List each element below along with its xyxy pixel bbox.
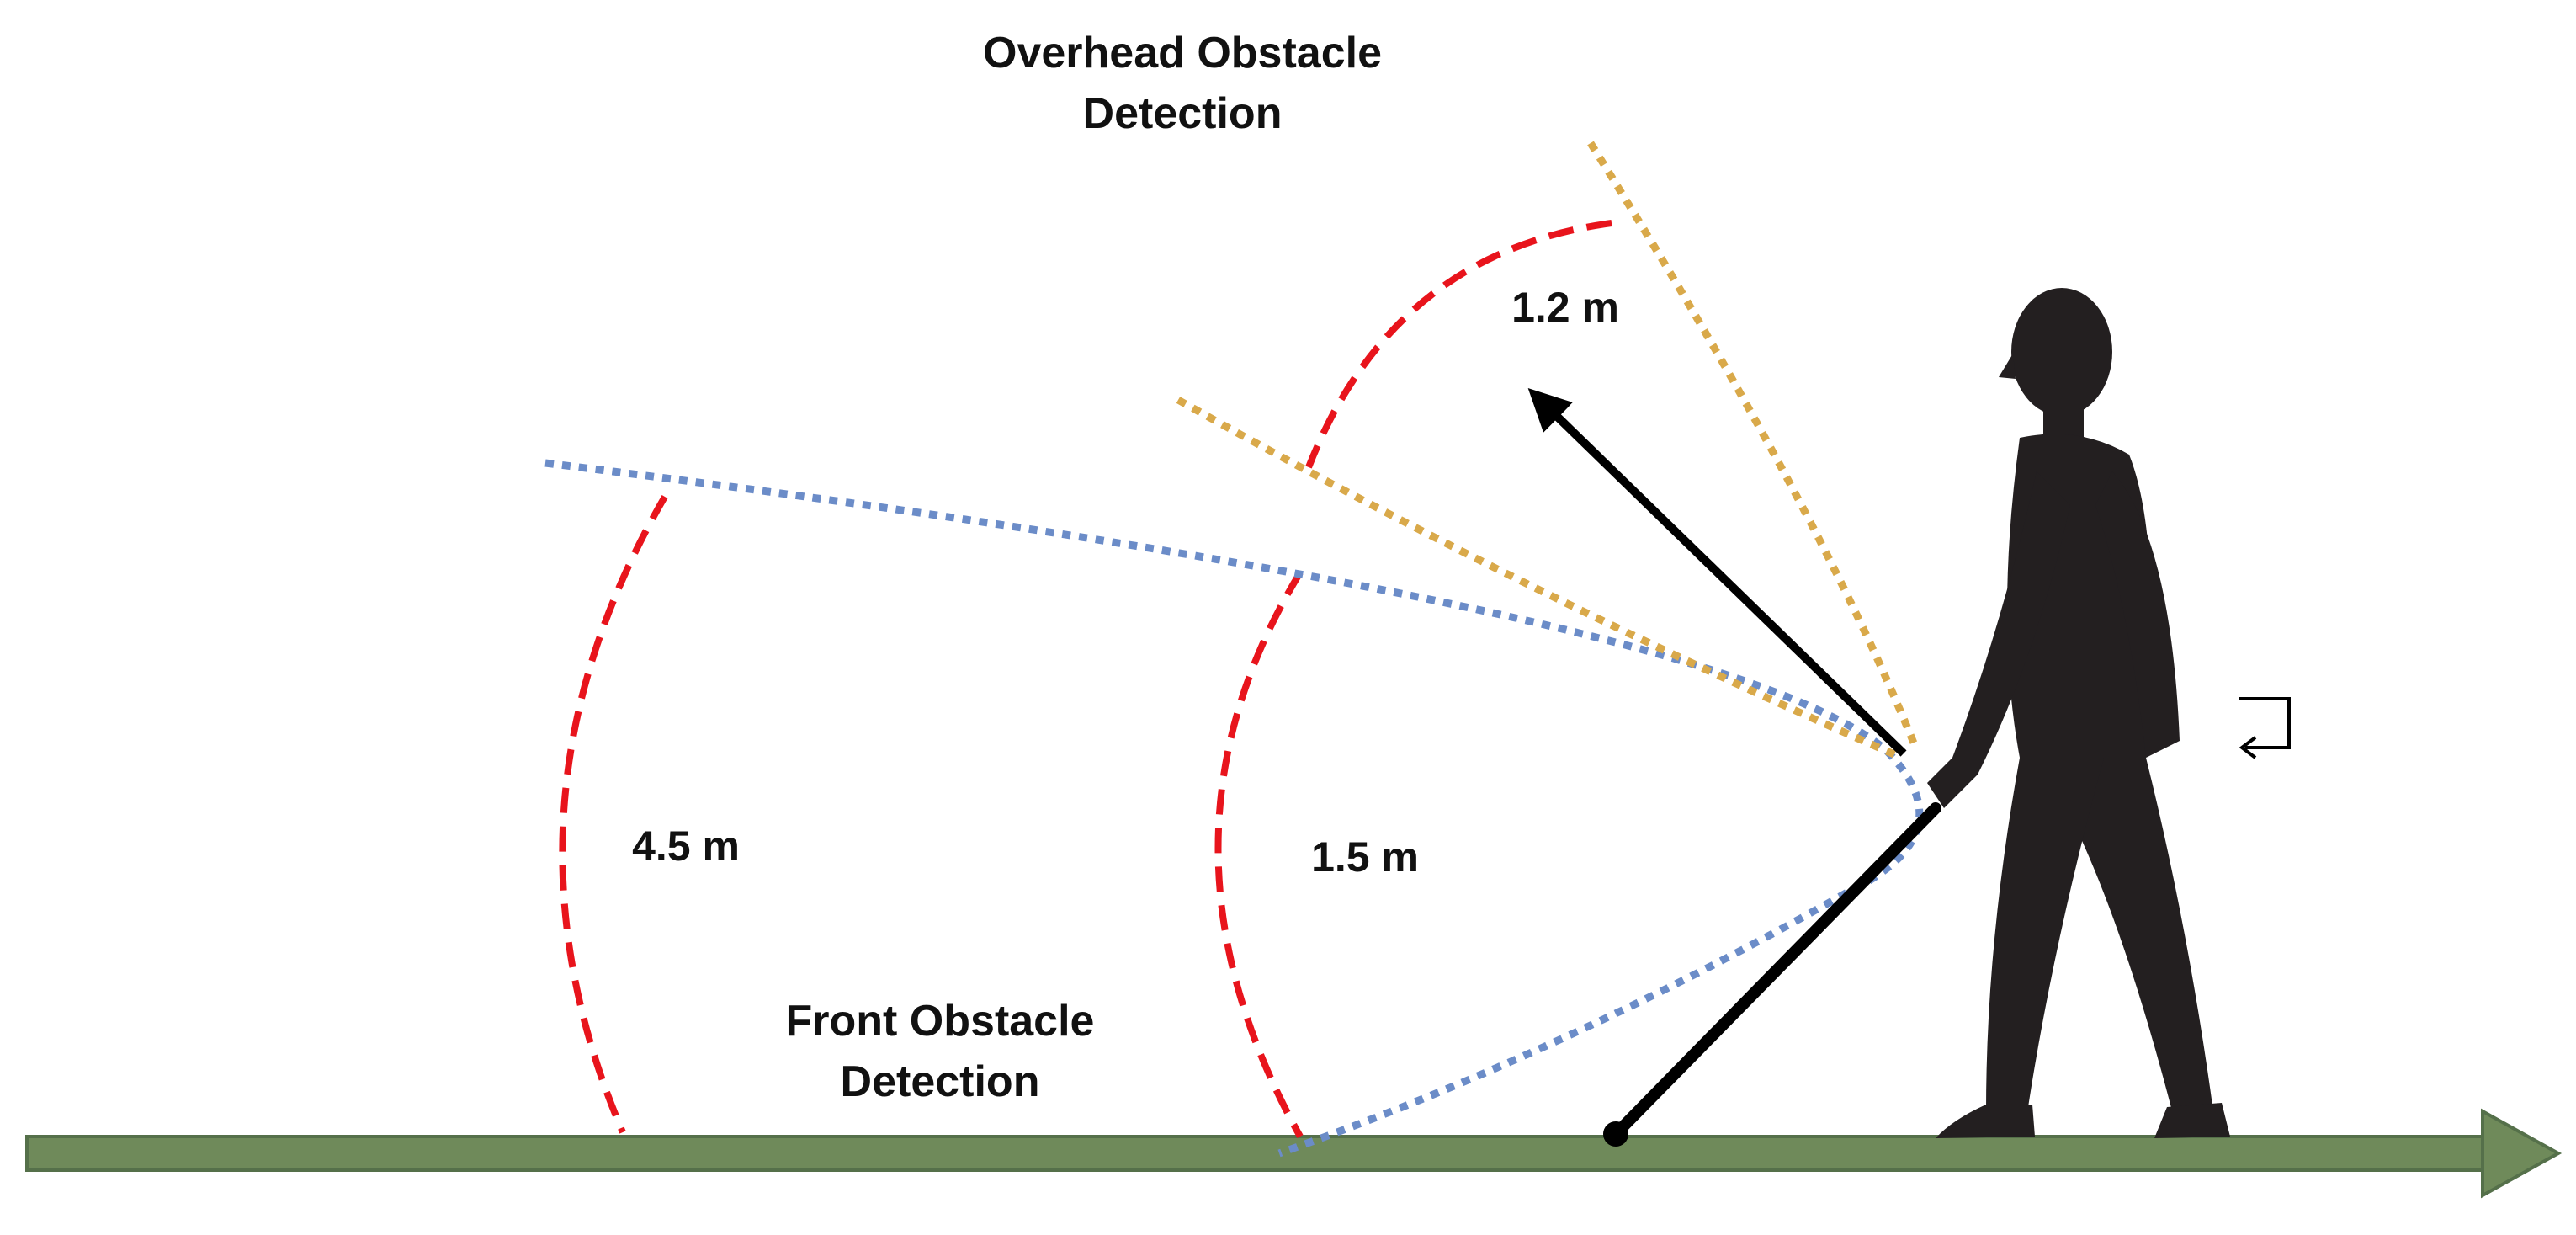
range-label-far: 4.5 m <box>632 822 740 870</box>
front-title-line1: Front Obstacle <box>786 997 1095 1046</box>
return-arrow-icon <box>2239 697 2291 759</box>
range-arc-overhead <box>1305 220 1612 469</box>
range-arc-far <box>559 494 668 1134</box>
person-silhouette-icon <box>1927 288 2230 1138</box>
range-arc-near <box>1214 570 1304 1138</box>
white-cane <box>1603 802 1941 1147</box>
ground-arrow <box>25 1108 2563 1199</box>
range-arcs <box>559 220 1612 1138</box>
front-detection-beam <box>544 459 1924 1158</box>
overhead-title-line2: Detection <box>1083 89 1283 138</box>
range-label-overhead: 1.2 m <box>1511 284 1619 331</box>
front-title-line2: Detection <box>841 1057 1040 1106</box>
range-label-near: 1.5 m <box>1311 833 1419 881</box>
overhead-detection-beam <box>1176 141 1919 762</box>
direction-arrow <box>1527 388 1907 757</box>
overhead-title-line1: Overhead Obstacle <box>983 29 1382 77</box>
